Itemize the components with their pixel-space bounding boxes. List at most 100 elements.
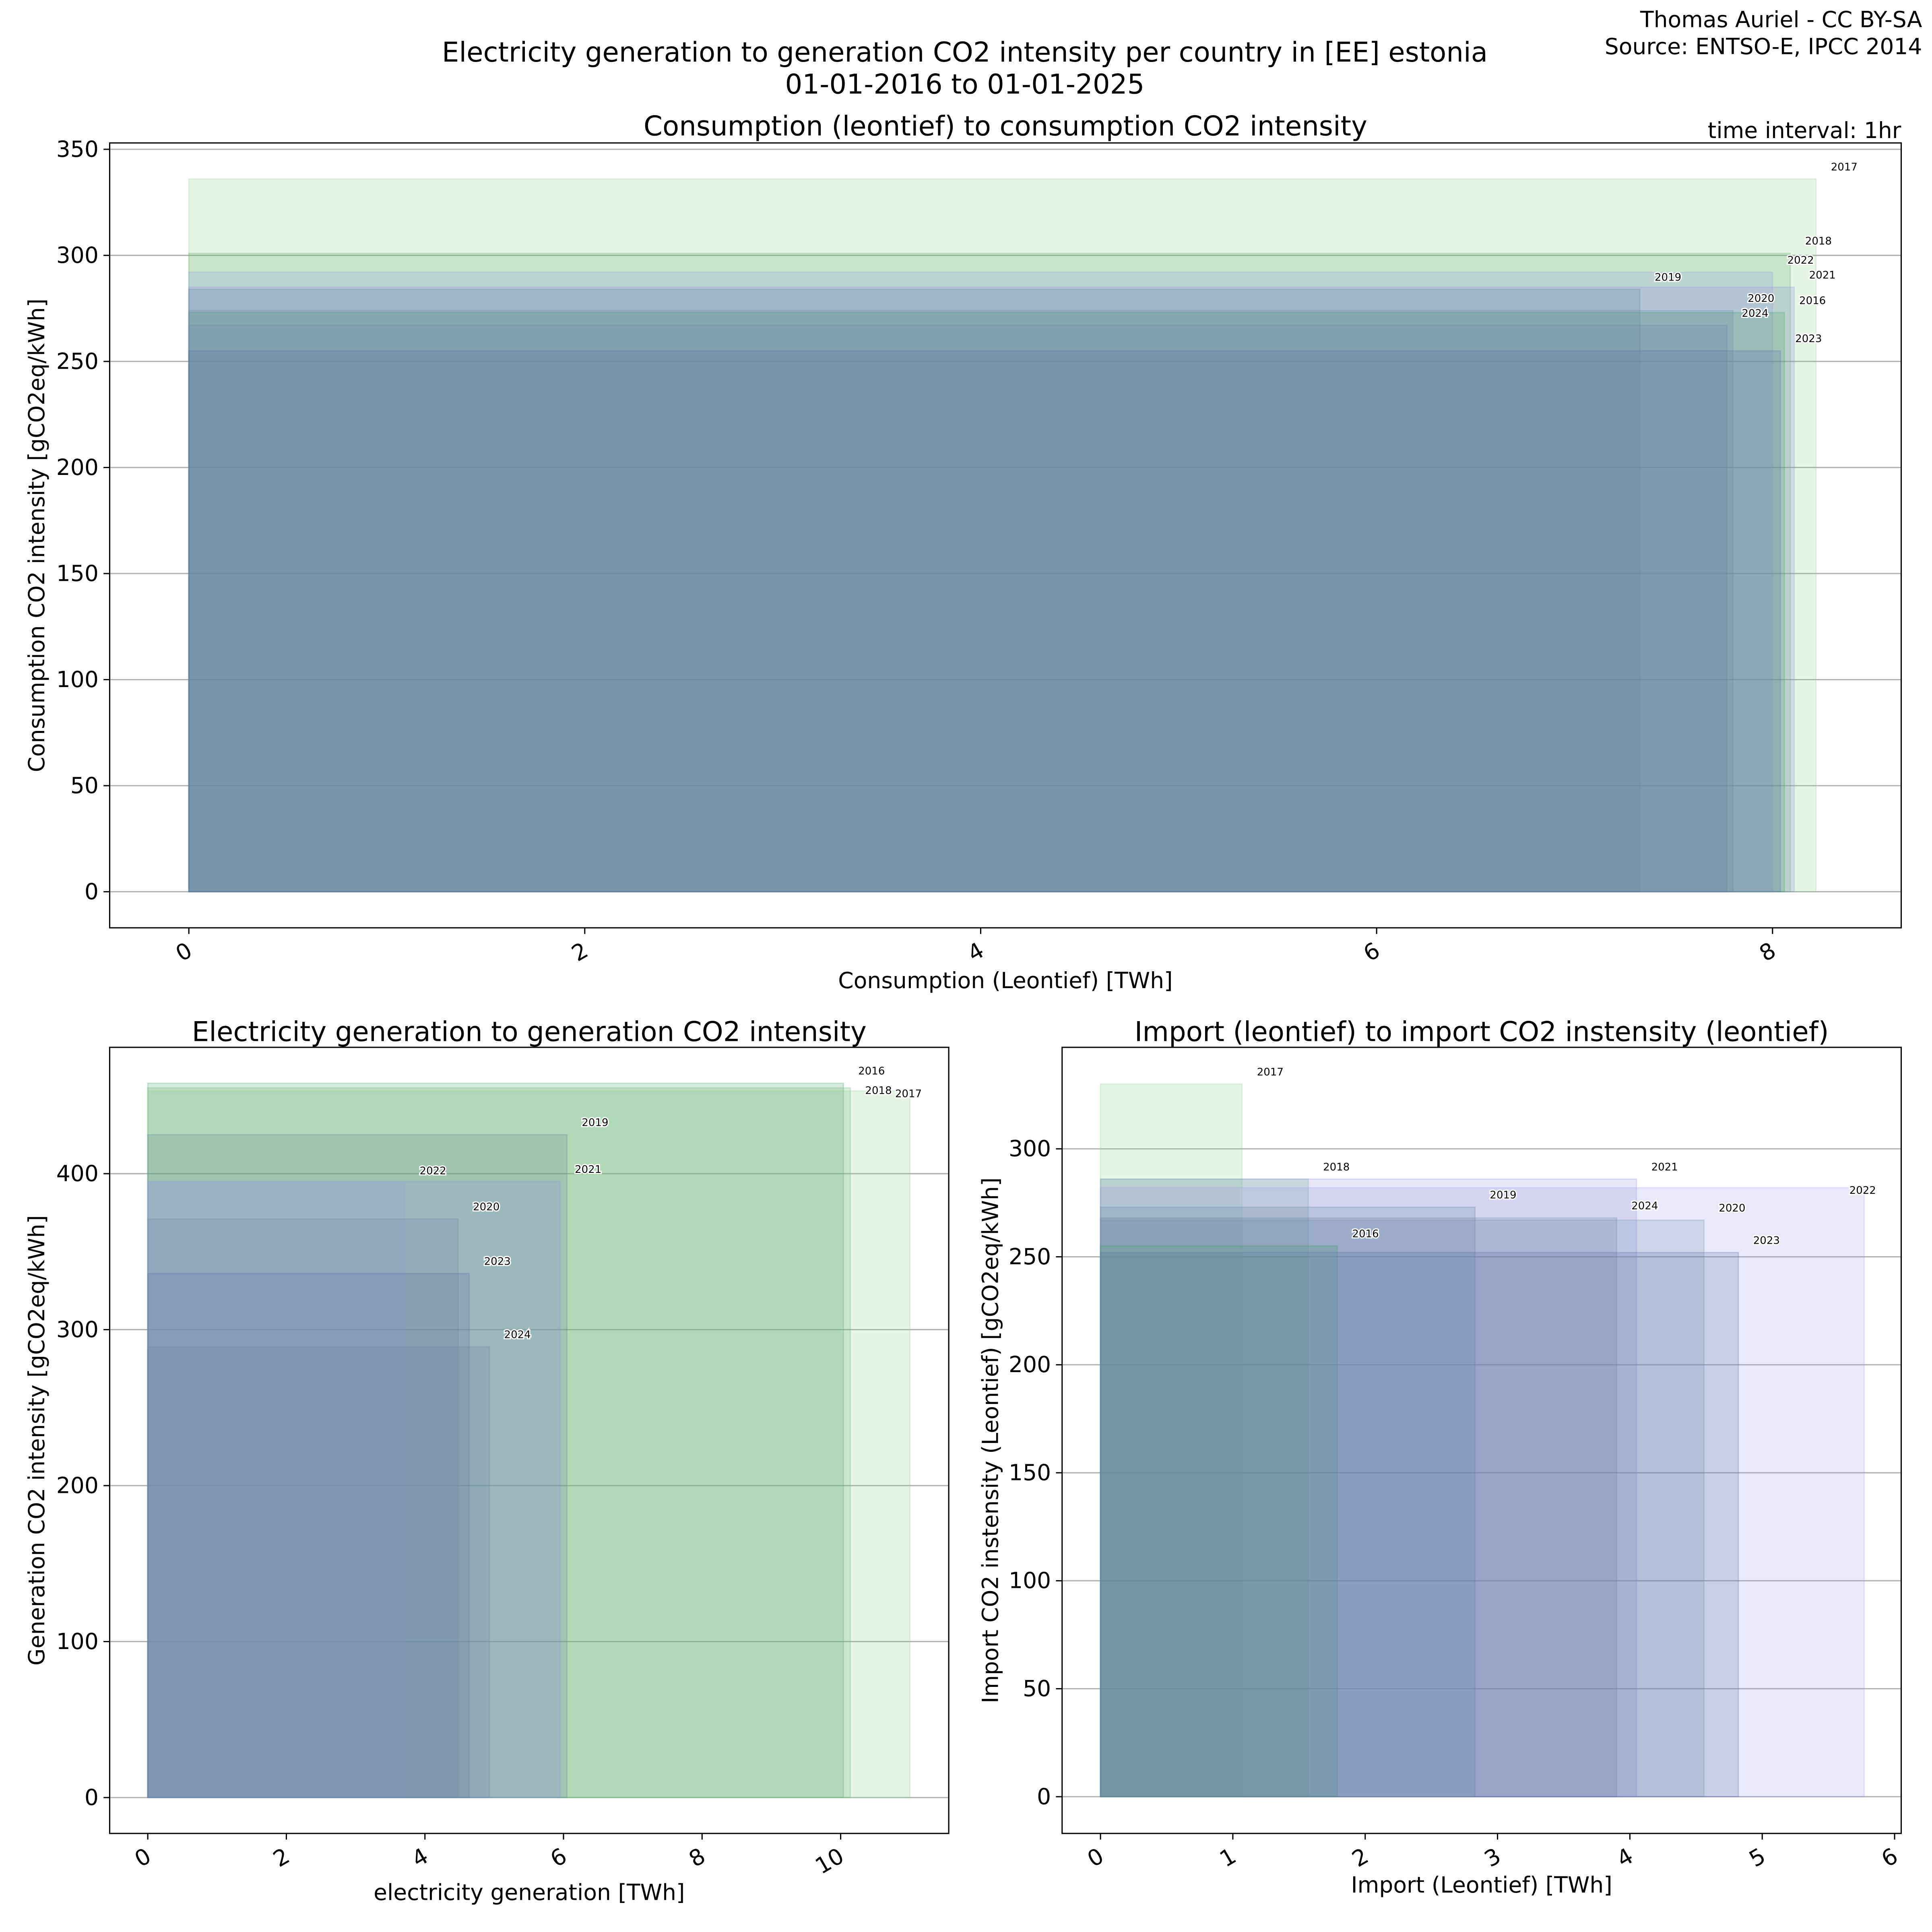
bar-label-2024: 2024: [504, 1329, 531, 1341]
y-tick-label: 300: [1009, 1136, 1051, 1162]
bar-label-2019: 2019: [1655, 271, 1681, 283]
x-tick-label: 4: [407, 1843, 432, 1872]
bar-2022: [147, 1182, 406, 1798]
x-axis-label: Consumption (Leontief) [TWh]: [838, 968, 1172, 993]
bar-label-2016: 2016: [1352, 1228, 1379, 1240]
bar-2016: [188, 312, 1785, 893]
bar-label-2020: 2020: [473, 1201, 500, 1213]
bar-label-2021: 2021: [1809, 269, 1836, 281]
bar-label-2017: 2017: [895, 1088, 922, 1100]
x-tick-label: 5: [1745, 1843, 1770, 1872]
y-tick-label: 250: [1009, 1244, 1051, 1269]
x-tick-label: 6: [1877, 1843, 1902, 1872]
bar-2024: [147, 1346, 490, 1798]
y-tick-label: 300: [56, 1317, 99, 1342]
x-tick-label: 1: [1215, 1843, 1240, 1872]
figure-date-range: 01-01-2016 to 01-01-2025: [785, 68, 1144, 100]
bar-2022: [188, 272, 1773, 893]
y-tick-label: 200: [1009, 1352, 1051, 1377]
y-tick-label: 100: [56, 1629, 99, 1654]
x-tick-label: 8: [1755, 937, 1780, 966]
bar-label-2021: 2021: [575, 1164, 601, 1176]
bar-2019: [1100, 1206, 1476, 1798]
x-tick-label: 0: [171, 937, 196, 966]
y-tick-label: 200: [56, 454, 99, 480]
bar-2023: [1100, 1252, 1739, 1798]
y-tick-label: 150: [1009, 1459, 1051, 1485]
bar-label-2022: 2022: [420, 1165, 446, 1177]
chart-title: Electricity generation to generation CO2…: [192, 1016, 867, 1048]
bar-2019: [188, 289, 1641, 893]
bar-label-2023: 2023: [484, 1256, 511, 1268]
bar-label-2021: 2021: [1651, 1161, 1678, 1173]
bar-label-2019: 2019: [1490, 1189, 1516, 1201]
axes-frame: [109, 1046, 949, 1834]
y-axis-label: Consumption CO2 intensity [gCO2eq/kWh]: [24, 299, 50, 772]
bar-2022: [1100, 1187, 1865, 1798]
axes-frame: [1061, 1046, 1902, 1834]
bar-label-2024: 2024: [1631, 1200, 1658, 1212]
bar-label-2024: 2024: [1742, 308, 1768, 320]
y-axis-label: Generation CO2 intensity [gCO2eq/kWh]: [24, 1215, 50, 1666]
axes-frame: [109, 142, 1902, 929]
y-tick-label: 250: [56, 348, 99, 374]
credit-author: Thomas Auriel - CC BY-SA: [1640, 6, 1922, 32]
y-axis-label: Import CO2 instensity (Leontief) [gCO2eq…: [978, 1177, 1003, 1703]
bar-label-2018: 2018: [865, 1085, 892, 1097]
bar-2021: [188, 286, 1795, 893]
x-tick-label: 2: [1348, 1843, 1373, 1872]
y-tick-label: 0: [1037, 1783, 1051, 1809]
x-tick-label: 0: [130, 1843, 155, 1872]
time-interval-label: time interval: 1hr: [1708, 118, 1901, 143]
bar-label-2023: 2023: [1753, 1234, 1780, 1247]
bar-2023: [147, 1273, 470, 1798]
bar-label-2016: 2016: [858, 1065, 885, 1077]
bar-label-2016: 2016: [1799, 295, 1826, 307]
x-tick-label: 6: [546, 1843, 571, 1872]
x-tick-label: 10: [811, 1843, 848, 1879]
chart-1: 0 50 100 150 200 250 300 350 0 2 4 6 8 Consumption (l…: [24, 110, 1902, 993]
bar-2017: [1100, 1083, 1243, 1798]
x-tick-label: 4: [963, 937, 988, 966]
x-axis-label: Import (Leontief) [TWh]: [1351, 1872, 1612, 1898]
y-tick-label: 50: [70, 772, 99, 798]
y-tick-label: 0: [85, 1784, 99, 1810]
chart-title: Consumption (leontief) to consumption CO…: [644, 110, 1367, 142]
y-tick-label: 350: [56, 136, 99, 162]
bar-2018: [188, 252, 1791, 893]
bar-2024: [188, 324, 1728, 893]
x-tick-label: 3: [1480, 1843, 1505, 1872]
bar-label-2023: 2023: [1795, 333, 1822, 345]
bar-2020: [147, 1218, 459, 1798]
credit-source: Source: ENTSO-E, IPCC 2014: [1605, 34, 1922, 60]
bar-2018: [147, 1087, 851, 1798]
bar-label-2022: 2022: [1788, 254, 1814, 266]
y-tick-label: 300: [56, 242, 99, 268]
bar-label-2018: 2018: [1323, 1161, 1350, 1173]
y-tick-label: 150: [56, 560, 99, 586]
bar-2020: [188, 310, 1734, 893]
bar-2024: [1100, 1217, 1618, 1798]
x-tick-label: 0: [1083, 1843, 1108, 1872]
bar-2023: [188, 350, 1781, 893]
bar-label-2022: 2022: [1849, 1185, 1876, 1197]
chart-3: 0 50 100 150 200 250 300 0 1 2 3 4 5 6 Import (leontie…: [978, 1016, 1902, 1898]
bar-label-2019: 2019: [582, 1117, 608, 1129]
bar-label-2020: 2020: [1748, 293, 1774, 305]
bar-label-2018: 2018: [1805, 235, 1832, 248]
bar-2021: [147, 1181, 561, 1798]
chart-2: 0 100 200 300 400 0 2 4 6 8 10 Electricity generati…: [24, 1016, 949, 1905]
bar-label-2017: 2017: [1257, 1066, 1284, 1078]
bar-2018: [1100, 1178, 1309, 1798]
y-tick-label: 100: [1009, 1568, 1051, 1593]
bar-2021: [1100, 1178, 1637, 1798]
y-tick-label: 50: [1023, 1676, 1051, 1701]
bar-2019: [147, 1134, 568, 1798]
bar-2017: [147, 1090, 911, 1798]
bar-label-2017: 2017: [1831, 161, 1858, 173]
x-tick-label: 4: [1612, 1843, 1637, 1872]
y-tick-label: 200: [56, 1472, 99, 1498]
y-tick-label: 400: [56, 1160, 99, 1186]
